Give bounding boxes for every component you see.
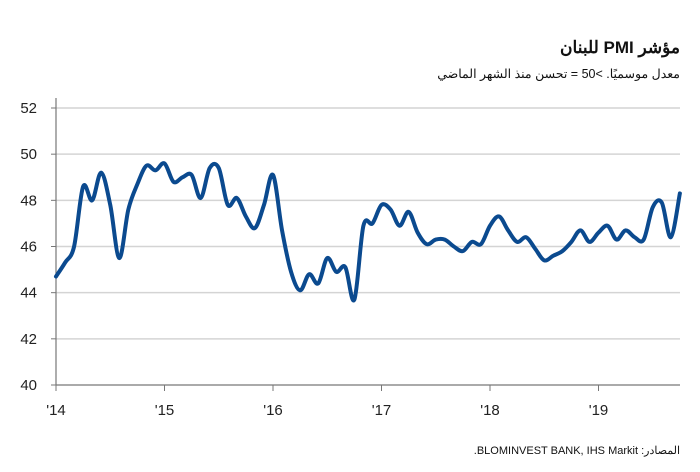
y-tick-label: 44: [20, 285, 37, 302]
x-tick-label: '17: [372, 402, 392, 419]
y-tick-label: 42: [20, 331, 37, 348]
x-tick-label: '14: [46, 402, 66, 419]
y-tick-label: 46: [20, 239, 37, 256]
y-tick-label: 52: [20, 100, 37, 117]
chart-source: المصادر: BLOMINVEST BANK, IHS Markit.: [473, 445, 680, 457]
x-tick-label: '16: [263, 402, 283, 419]
x-tick-label: '19: [589, 402, 609, 419]
y-tick-label: 50: [20, 146, 37, 163]
pmi-series-line: [54, 161, 682, 303]
chart-subtitle: معدل موسميًا. >50 = تحسن منذ الشهر الماض…: [437, 67, 680, 81]
chart-title: مؤشر PMI للبنان: [560, 38, 680, 57]
x-tick-label: '15: [155, 402, 175, 419]
y-tick-label: 48: [20, 192, 37, 209]
y-tick-label: 40: [20, 377, 37, 394]
x-tick-label: '18: [480, 402, 500, 419]
